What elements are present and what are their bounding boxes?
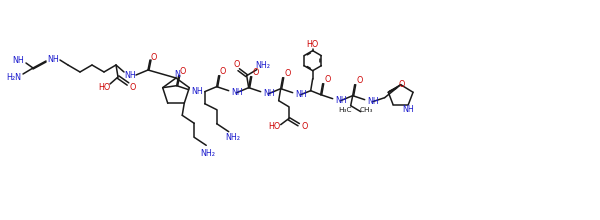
Text: NH: NH <box>231 88 242 97</box>
Text: O: O <box>179 67 186 76</box>
Text: H₃C: H₃C <box>338 107 352 113</box>
Text: NH₂: NH₂ <box>225 133 240 142</box>
Text: NH: NH <box>367 97 379 106</box>
Text: NH: NH <box>403 105 414 114</box>
Text: HO: HO <box>98 82 110 92</box>
Text: N: N <box>174 70 180 79</box>
Text: O: O <box>130 82 136 92</box>
Text: HO: HO <box>269 122 281 131</box>
Text: HO: HO <box>307 40 319 49</box>
Text: O: O <box>151 53 157 62</box>
Text: H₂N: H₂N <box>7 73 22 81</box>
Text: NH: NH <box>263 89 275 98</box>
Text: O: O <box>253 68 259 77</box>
Text: NH: NH <box>47 55 59 64</box>
Text: O: O <box>220 67 226 76</box>
Text: NH₂: NH₂ <box>255 61 270 70</box>
Text: O: O <box>398 80 404 89</box>
Text: NH: NH <box>124 70 136 79</box>
Text: O: O <box>301 122 308 131</box>
Text: CH₃: CH₃ <box>360 107 373 113</box>
Text: O: O <box>284 69 291 78</box>
Text: O: O <box>356 76 363 85</box>
Text: NH: NH <box>335 96 347 105</box>
Text: NH: NH <box>12 55 24 64</box>
Text: O: O <box>325 75 331 84</box>
Text: NH₂: NH₂ <box>201 149 216 158</box>
Text: NH: NH <box>191 87 203 96</box>
Text: NH: NH <box>295 90 307 99</box>
Text: O: O <box>233 60 240 69</box>
